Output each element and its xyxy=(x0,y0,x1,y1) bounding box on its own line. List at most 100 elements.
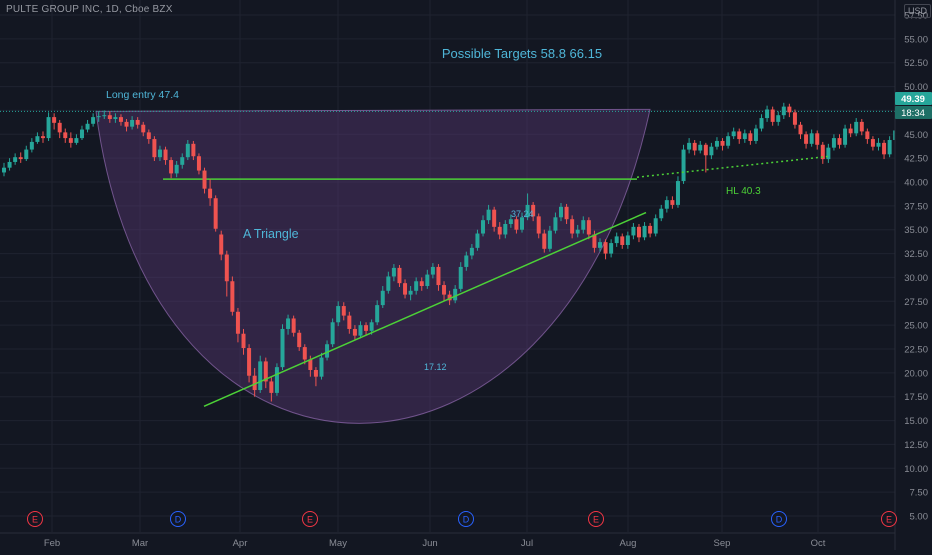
candle xyxy=(146,129,151,144)
candle-body xyxy=(859,121,864,132)
y-tick-label: 5.00 xyxy=(910,512,929,523)
candle xyxy=(564,203,569,224)
candle xyxy=(252,368,257,397)
candle xyxy=(692,140,697,156)
candle-body xyxy=(597,242,602,248)
y-tick-label: 32.50 xyxy=(904,249,928,260)
candle-body xyxy=(876,142,881,147)
candle xyxy=(597,238,602,252)
candle-body xyxy=(347,315,352,329)
time-axis: Feb Mar Apr May Jun Jul Aug Sep Oct xyxy=(0,532,895,549)
candle-body xyxy=(547,230,552,249)
event-marker-dividend: D xyxy=(170,511,186,527)
candle-body xyxy=(921,120,925,126)
candle xyxy=(358,321,363,339)
candle xyxy=(820,141,825,164)
candle-body xyxy=(85,123,90,130)
candle-body xyxy=(603,242,608,254)
candle xyxy=(876,138,881,151)
candle xyxy=(664,196,669,213)
candle xyxy=(325,340,330,361)
candle-body xyxy=(765,109,770,119)
candle-body xyxy=(18,157,23,160)
candle-body xyxy=(169,160,174,174)
candle-body xyxy=(514,219,519,230)
candle-body xyxy=(837,138,842,145)
y-tick-label: 7.50 xyxy=(910,488,929,499)
candle xyxy=(709,142,714,160)
candle xyxy=(636,223,641,243)
candle xyxy=(809,129,814,147)
candle xyxy=(274,363,279,396)
candle-body xyxy=(430,266,435,275)
candle xyxy=(224,250,229,297)
candle xyxy=(213,195,218,232)
candle-body xyxy=(542,233,547,249)
event-marker-circle xyxy=(458,511,474,527)
candle-body xyxy=(681,149,686,182)
candle xyxy=(776,111,781,126)
candle xyxy=(102,110,107,120)
candle xyxy=(575,224,580,238)
candle xyxy=(631,223,636,240)
candle xyxy=(85,119,90,133)
candle xyxy=(297,329,302,351)
candle xyxy=(843,124,848,148)
x-tick-label: Sep xyxy=(714,538,731,549)
candle-body xyxy=(380,290,385,306)
candle xyxy=(430,263,435,279)
candle-body xyxy=(74,138,79,143)
candle xyxy=(263,357,268,389)
event-marker-dividend: D xyxy=(771,511,787,527)
event-marker-circle xyxy=(771,511,787,527)
candle xyxy=(13,153,18,165)
candle xyxy=(235,307,240,343)
candle xyxy=(497,222,502,240)
candle xyxy=(748,130,753,145)
event-marker-label: D xyxy=(463,515,470,525)
candle-body xyxy=(302,347,307,360)
price-axis: 57.5055.0052.5050.0047.5045.0042.5040.00… xyxy=(894,0,929,550)
y-tick-label: 30.00 xyxy=(904,273,928,284)
candle-body xyxy=(414,281,419,291)
candle xyxy=(414,277,419,295)
candle-body xyxy=(130,119,135,127)
candle-body xyxy=(397,267,402,284)
candle-body xyxy=(726,136,731,146)
candle xyxy=(453,285,458,304)
candle-body xyxy=(425,274,430,287)
candle xyxy=(63,128,68,143)
event-marker-dividend: D xyxy=(458,511,474,527)
candle xyxy=(469,244,474,260)
event-marker-label: D xyxy=(776,515,783,525)
candle-body xyxy=(620,236,625,245)
candle-body xyxy=(675,181,680,205)
candle-body xyxy=(731,131,736,137)
candle xyxy=(291,315,296,337)
y-tick-label: 45.00 xyxy=(904,130,928,141)
candle xyxy=(124,119,129,132)
candle xyxy=(714,137,719,150)
candle xyxy=(675,176,680,208)
candle-body xyxy=(748,133,753,141)
candle-body xyxy=(336,306,341,323)
candle xyxy=(792,109,797,129)
event-marker-label: E xyxy=(886,515,892,525)
long-entry-label: Long entry 47.4 xyxy=(106,89,179,101)
candle-body xyxy=(815,133,820,145)
candle xyxy=(553,212,558,234)
symbol-header[interactable]: PULTE GROUP INC, 1D, Cboe BZX xyxy=(6,4,173,15)
candle-body xyxy=(191,143,196,157)
candle-body xyxy=(263,361,268,382)
event-marker-label: E xyxy=(593,515,599,525)
candle xyxy=(135,117,140,129)
candle-body xyxy=(308,359,313,370)
candle xyxy=(614,232,619,247)
candle xyxy=(570,215,575,239)
y-tick-label: 22.50 xyxy=(904,345,928,356)
candle-body xyxy=(7,161,12,168)
currency-badge[interactable]: USD xyxy=(904,4,932,18)
